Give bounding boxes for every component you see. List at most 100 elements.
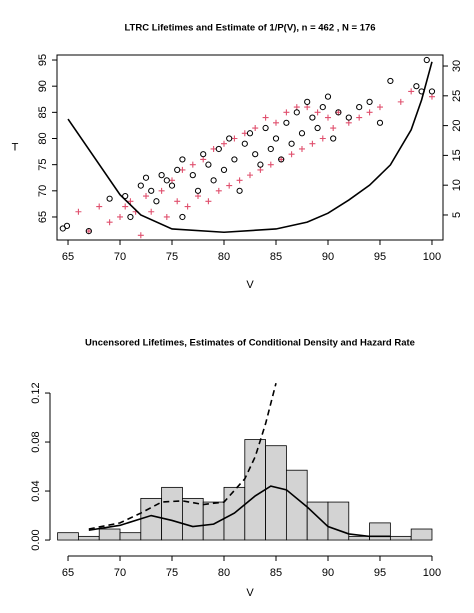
- histogram-bar: [389, 535, 412, 541]
- point: [226, 135, 233, 142]
- point: [330, 125, 337, 132]
- curve: [88, 383, 277, 530]
- histogram-bar: [410, 528, 433, 541]
- y-tick-label: 0.00: [30, 529, 42, 550]
- y2-tick-label: 15: [451, 149, 463, 161]
- point: [148, 187, 155, 194]
- point: [163, 177, 170, 184]
- point: [293, 109, 300, 116]
- y2-tick-label: 20: [451, 119, 463, 131]
- y-tick-label: 70: [37, 185, 49, 197]
- point: [205, 161, 212, 168]
- curve: [88, 485, 391, 538]
- y2-tick-label: 25: [451, 90, 463, 102]
- point: [210, 177, 217, 184]
- point: [330, 135, 337, 142]
- point: [241, 140, 248, 147]
- point: [257, 161, 264, 168]
- point: [283, 119, 290, 126]
- point: [252, 151, 259, 158]
- point: [267, 161, 274, 168]
- point: [205, 198, 212, 205]
- x-axis-label: V: [246, 279, 254, 291]
- point: [179, 213, 186, 221]
- histogram-bar: [140, 497, 163, 541]
- point: [106, 219, 113, 226]
- point: [408, 88, 415, 95]
- point: [319, 135, 326, 142]
- point: [195, 193, 202, 200]
- x-tick-label: 90: [322, 567, 334, 579]
- chart-title: LTRC Lifetimes and Estimate of 1/P(V), n…: [124, 23, 375, 34]
- y-tick-label: 90: [37, 80, 49, 92]
- point: [158, 172, 165, 179]
- point: [236, 177, 243, 184]
- point: [335, 109, 342, 116]
- x-tick-label: 85: [270, 251, 282, 263]
- point: [163, 213, 170, 220]
- point: [179, 166, 186, 173]
- histogram-bar: [265, 445, 287, 541]
- point: [236, 187, 243, 194]
- point: [298, 145, 305, 152]
- point: [200, 156, 207, 163]
- point: [148, 208, 155, 215]
- y-axis-label: T: [12, 141, 19, 153]
- histogram-bar: [369, 522, 391, 541]
- y2-tick-label: 10: [451, 179, 463, 191]
- x-tick-label: 65: [62, 251, 74, 263]
- point: [314, 124, 321, 132]
- point: [293, 104, 300, 111]
- y-tick-label: 95: [37, 54, 49, 66]
- x-tick-label: 75: [166, 251, 178, 263]
- point: [96, 203, 103, 210]
- histogram-bar: [119, 532, 142, 541]
- point: [262, 124, 269, 132]
- point: [174, 166, 181, 173]
- point: [184, 203, 191, 210]
- chart-title: Uncensored Lifetimes, Estimates of Condi…: [85, 338, 415, 349]
- point: [168, 182, 176, 189]
- x-axis-label: V: [246, 587, 254, 599]
- point: [231, 156, 238, 163]
- histogram-bar: [98, 528, 121, 541]
- x-tick-label: 90: [322, 251, 334, 263]
- point: [345, 114, 352, 121]
- plot-box: [56, 54, 444, 241]
- point: [246, 130, 254, 137]
- point: [215, 145, 222, 153]
- y-tick-label: 75: [37, 159, 49, 171]
- point: [117, 213, 124, 220]
- point: [252, 125, 259, 132]
- point: [142, 174, 150, 181]
- point: [231, 135, 238, 142]
- x-tick-label: 80: [218, 251, 230, 263]
- point: [283, 109, 290, 116]
- point: [278, 156, 285, 163]
- point: [85, 228, 92, 235]
- point: [314, 109, 321, 116]
- x-tick-label: 100: [423, 251, 441, 263]
- point: [215, 187, 222, 194]
- point: [226, 182, 233, 189]
- point: [278, 156, 285, 163]
- point: [309, 114, 316, 121]
- point: [376, 104, 383, 111]
- x-tick-label: 95: [374, 567, 386, 579]
- point: [221, 140, 228, 147]
- point: [127, 198, 134, 205]
- point: [106, 195, 113, 202]
- point: [304, 98, 311, 105]
- point: [335, 109, 342, 116]
- point: [272, 119, 279, 126]
- histogram-bar: [306, 501, 329, 541]
- point: [194, 187, 202, 194]
- point: [247, 172, 253, 179]
- x-tick-label: 65: [62, 567, 74, 579]
- histogram-bar: [182, 497, 204, 541]
- histogram-bar: [348, 535, 370, 541]
- point: [309, 140, 316, 147]
- point: [387, 77, 394, 85]
- x-tick-label: 95: [374, 251, 386, 263]
